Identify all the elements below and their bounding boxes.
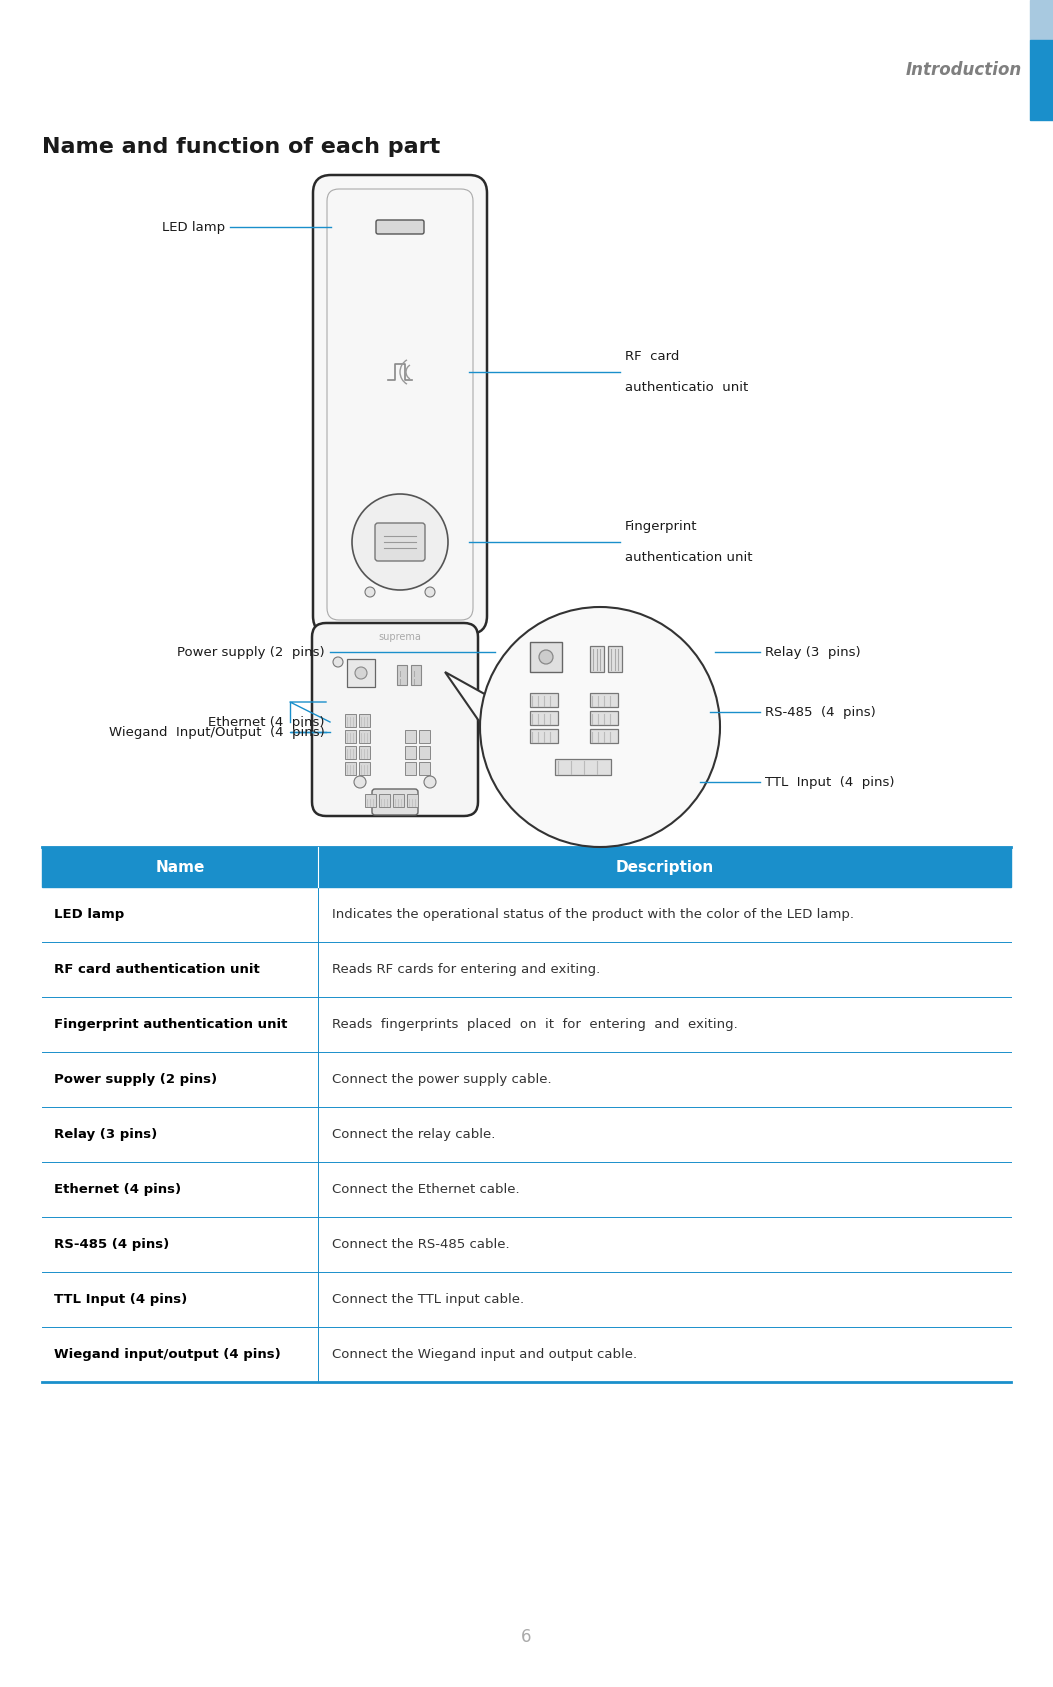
Text: RF  card: RF card — [625, 349, 679, 363]
Text: LED lamp: LED lamp — [54, 908, 124, 921]
Bar — [590, 729, 618, 742]
Text: Introduction: Introduction — [906, 61, 1022, 79]
FancyBboxPatch shape — [376, 219, 424, 234]
Circle shape — [539, 649, 553, 665]
Text: Relay (3 pins): Relay (3 pins) — [54, 1129, 157, 1140]
Bar — [1030, 40, 1053, 120]
Bar — [393, 795, 404, 806]
Polygon shape — [445, 671, 490, 737]
Bar — [590, 693, 618, 707]
Text: Indicates the operational status of the product with the color of the LED lamp.: Indicates the operational status of the … — [332, 908, 854, 921]
Bar — [530, 729, 558, 742]
Text: Reads  fingerprints  placed  on  it  for  entering  and  exiting.: Reads fingerprints placed on it for ente… — [332, 1017, 738, 1031]
Text: Wiegand input/output (4 pins): Wiegand input/output (4 pins) — [54, 1348, 281, 1361]
Circle shape — [355, 666, 367, 678]
Bar — [405, 763, 416, 774]
Bar — [590, 710, 618, 725]
Circle shape — [365, 587, 375, 597]
Text: Power supply (2  pins): Power supply (2 pins) — [177, 646, 325, 658]
Bar — [397, 665, 408, 685]
Text: Power supply (2 pins): Power supply (2 pins) — [54, 1073, 217, 1086]
Text: Description: Description — [615, 859, 714, 874]
Bar — [419, 746, 430, 759]
Bar — [530, 710, 558, 725]
Text: Connect the TTL input cable.: Connect the TTL input cable. — [332, 1292, 524, 1306]
Text: Wiegand  Input/Output  (4  pins): Wiegand Input/Output (4 pins) — [110, 725, 325, 739]
Circle shape — [424, 776, 436, 788]
Bar — [345, 714, 356, 727]
Text: authenticatio  unit: authenticatio unit — [625, 381, 749, 395]
Text: TTL Input (4 pins): TTL Input (4 pins) — [54, 1292, 187, 1306]
Text: Connect the Wiegand input and output cable.: Connect the Wiegand input and output cab… — [332, 1348, 637, 1361]
Circle shape — [352, 494, 448, 590]
Bar — [530, 643, 562, 671]
Circle shape — [480, 607, 720, 847]
Bar — [408, 795, 418, 806]
Bar — [405, 730, 416, 742]
Text: RS-485  (4  pins): RS-485 (4 pins) — [764, 705, 876, 719]
Bar — [419, 730, 430, 742]
Text: RS-485 (4 pins): RS-485 (4 pins) — [54, 1238, 170, 1252]
Bar — [530, 693, 558, 707]
Bar — [405, 746, 416, 759]
Bar — [347, 660, 375, 687]
Bar — [590, 646, 604, 671]
FancyBboxPatch shape — [313, 175, 486, 634]
FancyBboxPatch shape — [375, 523, 425, 562]
Bar — [359, 763, 370, 774]
Bar — [555, 759, 611, 774]
Bar — [42, 847, 1011, 887]
Circle shape — [354, 776, 366, 788]
Text: authentication unit: authentication unit — [625, 552, 753, 563]
Bar — [345, 746, 356, 759]
Text: Connect the relay cable.: Connect the relay cable. — [332, 1129, 496, 1140]
Text: Connect the Ethernet cable.: Connect the Ethernet cable. — [332, 1183, 520, 1196]
Bar — [345, 730, 356, 742]
Circle shape — [333, 656, 343, 666]
Text: Connect the RS-485 cable.: Connect the RS-485 cable. — [332, 1238, 510, 1252]
Text: Name: Name — [156, 859, 204, 874]
Bar — [1030, 0, 1053, 40]
Text: Fingerprint authentication unit: Fingerprint authentication unit — [54, 1017, 287, 1031]
Text: Relay (3  pins): Relay (3 pins) — [764, 646, 860, 658]
Bar — [419, 763, 430, 774]
Text: TTL  Input  (4  pins): TTL Input (4 pins) — [764, 776, 894, 788]
Text: 6: 6 — [521, 1628, 532, 1647]
Circle shape — [425, 587, 435, 597]
Bar — [359, 746, 370, 759]
Text: suprema: suprema — [379, 633, 421, 643]
Bar — [359, 730, 370, 742]
Text: Name and function of each part: Name and function of each part — [42, 137, 440, 157]
Bar — [345, 763, 356, 774]
Text: RF card authentication unit: RF card authentication unit — [54, 963, 260, 977]
Bar — [379, 795, 390, 806]
FancyBboxPatch shape — [312, 623, 478, 817]
Bar — [608, 646, 622, 671]
Text: Ethernet (4 pins): Ethernet (4 pins) — [54, 1183, 181, 1196]
Text: LED lamp: LED lamp — [162, 221, 225, 233]
Bar — [359, 714, 370, 727]
Bar — [365, 795, 376, 806]
Text: Connect the power supply cable.: Connect the power supply cable. — [332, 1073, 552, 1086]
Text: Ethernet (4  pins): Ethernet (4 pins) — [208, 715, 325, 729]
Text: Reads RF cards for entering and exiting.: Reads RF cards for entering and exiting. — [332, 963, 600, 977]
FancyBboxPatch shape — [372, 790, 418, 815]
Text: Fingerprint: Fingerprint — [625, 520, 697, 533]
Bar — [411, 665, 421, 685]
